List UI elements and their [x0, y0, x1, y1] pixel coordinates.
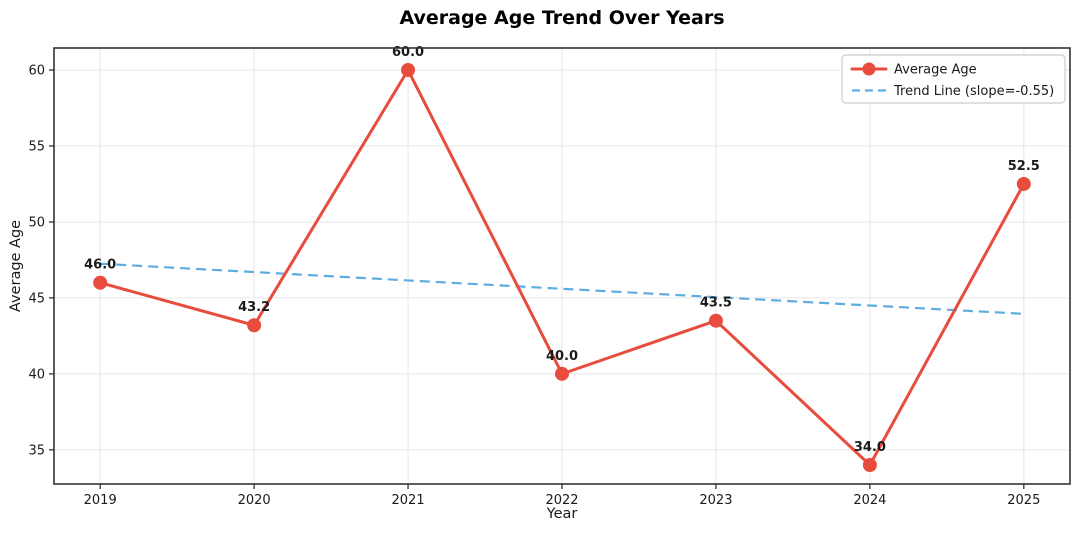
x-tick-label: 2025	[1007, 493, 1040, 508]
x-tick-label: 2024	[853, 493, 886, 508]
x-tick-label: 2019	[84, 493, 117, 508]
data-point-label: 43.2	[238, 300, 270, 315]
y-tick-label: 55	[28, 139, 45, 154]
data-point-label: 43.5	[700, 296, 732, 311]
x-tick-label: 2022	[545, 493, 578, 508]
data-point-label: 40.0	[546, 349, 578, 364]
y-tick-label: 45	[28, 291, 45, 306]
trend-line	[100, 262, 1024, 315]
y-tick-label: 35	[28, 443, 45, 458]
data-point-label: 46.0	[84, 258, 116, 273]
y-tick-label: 60	[28, 64, 45, 79]
chart-title: Average Age Trend Over Years	[399, 7, 725, 29]
x-axis-label: Year	[546, 506, 578, 522]
y-tick-label: 50	[28, 215, 45, 230]
legend-box	[841, 54, 1066, 104]
data-point-marker	[401, 63, 416, 78]
legend-average-age-label: Average Age	[894, 63, 977, 78]
data-point-marker	[862, 458, 877, 473]
data-point-marker	[93, 275, 108, 290]
y-tick-label: 40	[28, 367, 45, 382]
data-point-marker	[1016, 176, 1031, 191]
data-point-marker	[555, 366, 569, 381]
legend-trend-line-label: Trend Line (slope=-0.55)	[893, 84, 1054, 99]
data-point-marker	[247, 318, 262, 333]
y-axis-label: Average Age	[8, 220, 24, 312]
data-point-marker	[708, 313, 723, 328]
data-point-label: 34.0	[854, 440, 886, 455]
legend-average-age-marker-icon	[862, 62, 876, 76]
x-tick-label: 2020	[238, 493, 271, 508]
x-tick-label: 2023	[699, 493, 732, 508]
data-point-label: 52.5	[1008, 159, 1040, 174]
x-tick-label: 2021	[392, 493, 425, 508]
